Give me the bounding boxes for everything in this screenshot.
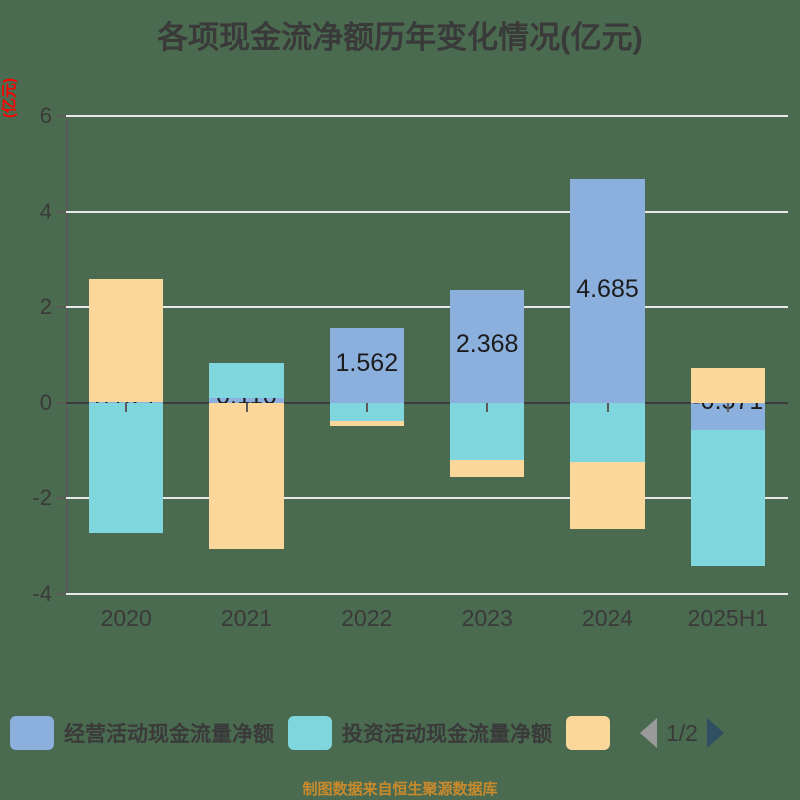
legend-item-operating[interactable]: 经营活动现金流量净额 xyxy=(10,716,274,750)
bar-segment[interactable] xyxy=(449,460,525,477)
x-tick-label: 2020 xyxy=(100,605,152,631)
y-tick-mark xyxy=(57,115,66,117)
bar-segment[interactable] xyxy=(88,401,164,403)
bar-group[interactable]: 1.562 xyxy=(329,116,405,594)
x-tick-label: 2022 xyxy=(341,605,393,631)
bar-group[interactable]: 0.110 xyxy=(209,116,284,594)
bar-segment[interactable] xyxy=(88,402,164,533)
y-tick-label: -2 xyxy=(32,485,52,511)
gridline xyxy=(66,497,788,500)
y-tick-label: -4 xyxy=(32,581,52,606)
y-tick-mark xyxy=(57,401,66,404)
legend-pager: 1/2 xyxy=(640,718,724,748)
legend-item-financing[interactable] xyxy=(566,716,620,750)
y-tick-mark xyxy=(57,593,66,595)
legend-label-operating: 经营活动现金流量净额 xyxy=(64,723,274,746)
y-axis-title: (亿元) xyxy=(1,78,18,118)
bar-segment[interactable] xyxy=(88,279,164,402)
x-axis-tick-labels: 2020 2021 2022 2023 2024 2025H1 xyxy=(66,605,788,641)
y-tick-mark xyxy=(57,210,66,213)
y-tick-mark xyxy=(57,306,66,309)
legend-swatch-investing xyxy=(288,716,332,750)
bar-group[interactable]: 4.685 xyxy=(570,116,645,594)
y-tick-mark xyxy=(57,497,66,500)
bar-segment[interactable] xyxy=(329,328,405,403)
y-tick-label: 0 xyxy=(39,389,52,415)
x-tick-mark xyxy=(606,402,609,412)
y-tick-label: 4 xyxy=(39,198,52,224)
bar-group[interactable]: 2.368 xyxy=(449,116,525,594)
legend-item-investing[interactable]: 投资活动现金流量净额 xyxy=(288,716,552,750)
bar-segment[interactable] xyxy=(449,289,525,403)
bar-group[interactable]: -0.571 xyxy=(690,116,766,594)
bar-segment[interactable] xyxy=(570,178,645,403)
x-tick-label: 2024 xyxy=(581,605,634,631)
bar-segment[interactable] xyxy=(329,420,405,426)
bar-segment[interactable] xyxy=(329,402,405,421)
legend-swatch-operating xyxy=(10,716,54,750)
gridline xyxy=(66,593,788,595)
y-axis-tick-labels: 6 4 2 0 -2 -4 xyxy=(0,103,66,606)
y-axis-line xyxy=(66,116,68,594)
x-tick-label: 2023 xyxy=(461,605,513,631)
x-tick-mark xyxy=(365,402,368,412)
bar-segment[interactable] xyxy=(690,430,766,567)
x-tick-label: 2025H1 xyxy=(687,605,769,631)
bar-segment[interactable] xyxy=(209,397,284,403)
legend-swatch-financing xyxy=(566,716,610,750)
bar-segment[interactable] xyxy=(209,362,284,398)
bar-segment[interactable] xyxy=(570,461,645,530)
gridline xyxy=(66,306,788,309)
x-tick-label: 2021 xyxy=(220,605,273,631)
triangle-left-icon[interactable] xyxy=(640,718,657,748)
pager-page-indicator: 1/2 xyxy=(666,719,698,746)
bar-series-container: 0.021 0.110 1.562 2.368 4.685 -0.571 xyxy=(66,116,788,594)
x-tick-mark xyxy=(125,402,128,412)
triangle-right-icon[interactable] xyxy=(706,718,724,748)
x-tick-mark xyxy=(486,402,489,412)
gridline xyxy=(66,210,788,213)
zero-line xyxy=(66,401,788,404)
chart-legend: 经营活动现金流量净额 投资活动现金流量净额 1/2 xyxy=(0,712,800,754)
bar-segment[interactable] xyxy=(690,367,766,403)
bar-segment[interactable] xyxy=(209,402,284,549)
x-tick-mark xyxy=(726,402,729,412)
x-tick-mark xyxy=(245,402,248,412)
legend-label-investing: 投资活动现金流量净额 xyxy=(342,723,552,746)
chart-title: 各项现金流净额历年变化情况(亿元) xyxy=(157,20,643,55)
bar-segment[interactable] xyxy=(449,402,525,461)
y-tick-label: 6 xyxy=(39,103,52,128)
chart-footer: 制图数据来自恒生聚源数据库 xyxy=(302,781,498,798)
plot-area: 0.021 0.110 1.562 2.368 4.685 -0.571 xyxy=(57,115,788,595)
bar-group[interactable]: 0.021 xyxy=(88,116,164,594)
bar-segment[interactable] xyxy=(570,402,645,462)
gridline xyxy=(66,115,788,117)
y-tick-label: 2 xyxy=(39,294,52,320)
